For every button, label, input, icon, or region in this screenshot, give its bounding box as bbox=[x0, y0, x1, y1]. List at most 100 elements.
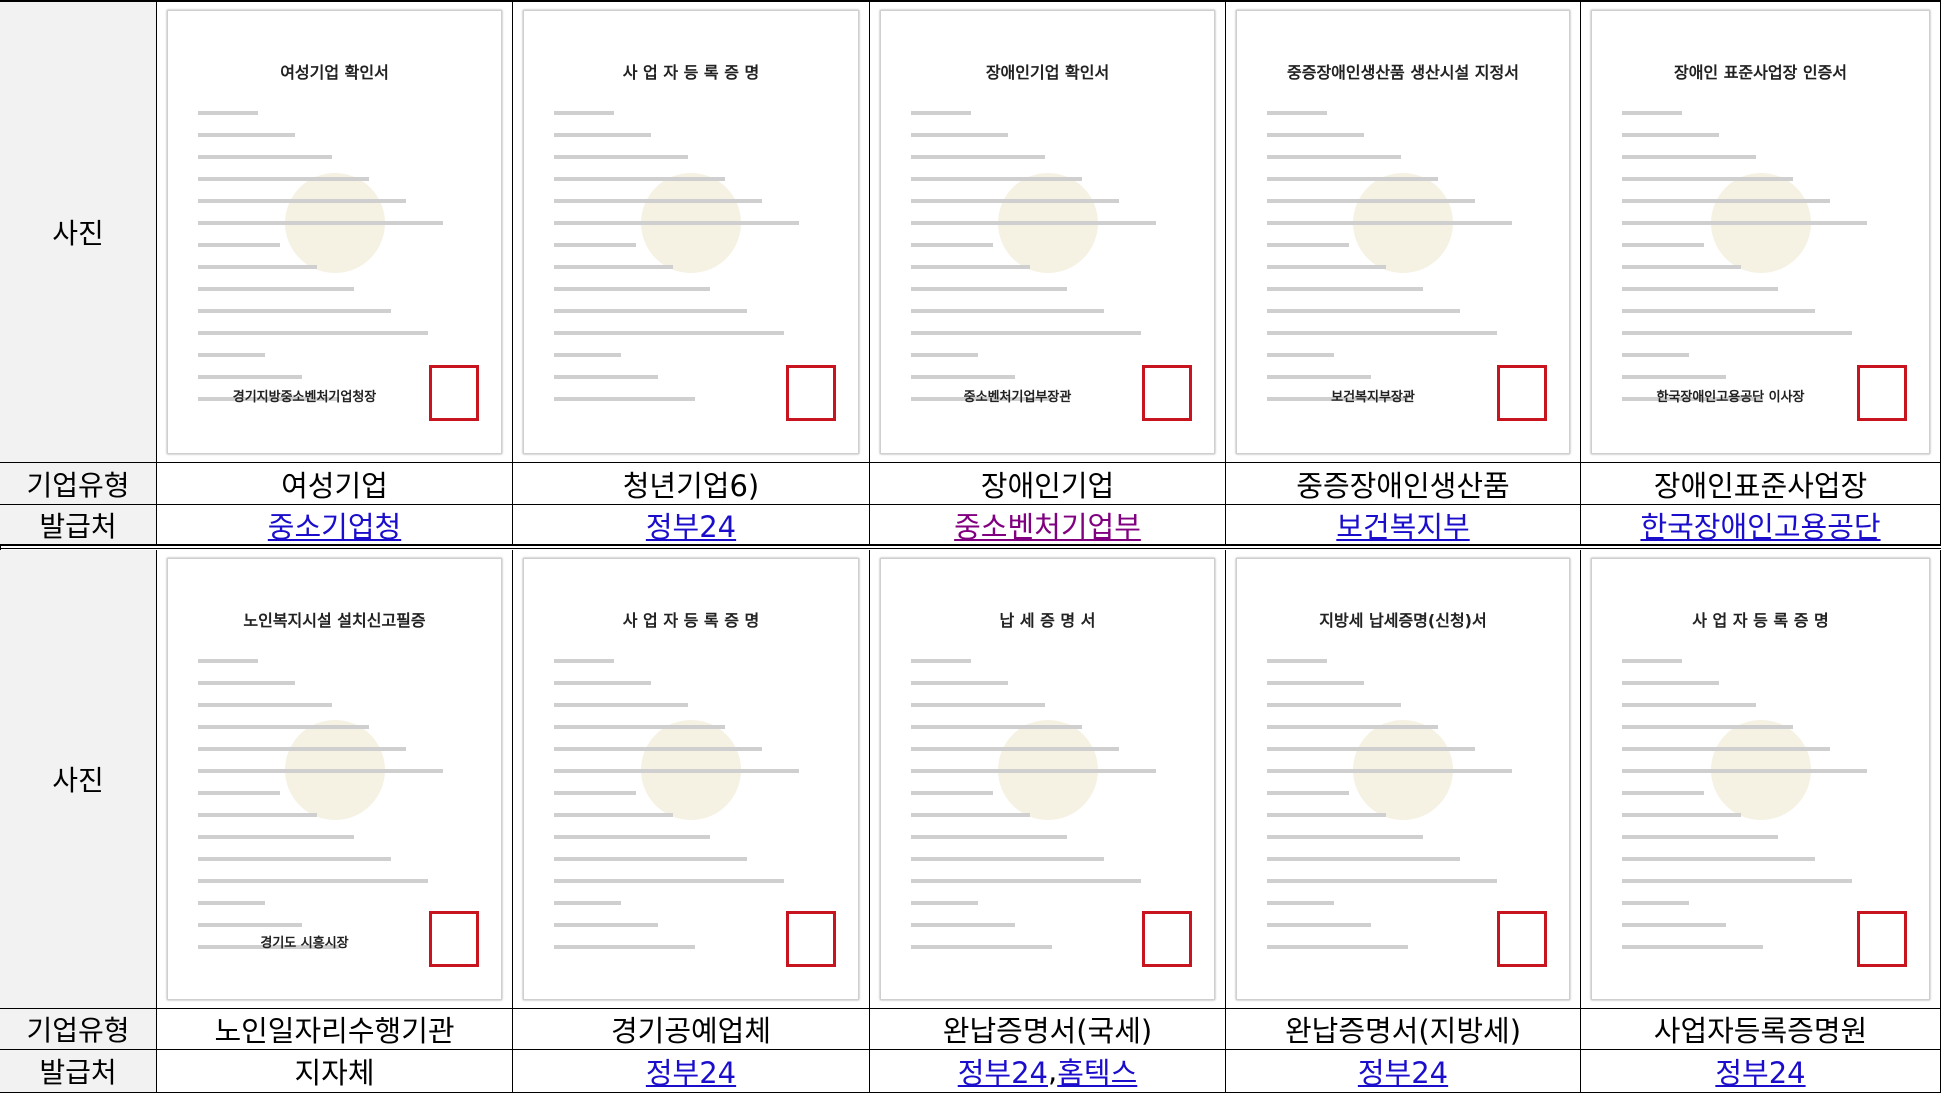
row-label: 기업유형 bbox=[0, 1009, 157, 1050]
text-line bbox=[911, 835, 1067, 839]
type-cell: 장애인기업 bbox=[870, 463, 1226, 505]
photo-cell: 노인복지시설 설치신고필증 경기도 시흥시장 bbox=[157, 550, 513, 1009]
text-line bbox=[554, 703, 688, 707]
type-cell: 중증장애인생산품 bbox=[1226, 463, 1581, 505]
text-line bbox=[911, 309, 1104, 313]
type-cell: 사업자등록증명원 bbox=[1581, 1009, 1941, 1050]
document-image: 사 업 자 등 록 증 명 bbox=[523, 558, 859, 1000]
text-line bbox=[198, 879, 428, 883]
text-line bbox=[1267, 309, 1460, 313]
issuer-link[interactable]: 중소벤처기업부 bbox=[954, 509, 1141, 544]
row-label: 사진 bbox=[0, 2, 157, 463]
text-line bbox=[1267, 155, 1401, 159]
text-line bbox=[554, 155, 688, 159]
issuer-link[interactable]: 정부24 bbox=[957, 1056, 1048, 1090]
issuer-link[interactable]: 정부24 bbox=[1715, 1056, 1806, 1090]
text-line bbox=[198, 265, 317, 269]
text-line bbox=[1622, 681, 1719, 685]
document-title: 사 업 자 등 록 증 명 bbox=[622, 63, 760, 82]
document-image: 납 세 증 명 서 bbox=[880, 558, 1215, 1000]
company-type: 노인일자리수행기관 bbox=[214, 1014, 455, 1048]
row-label: 사진 bbox=[0, 550, 157, 1009]
document-title: 장애인기업 확인서 bbox=[985, 63, 1110, 82]
text-line bbox=[1622, 177, 1793, 181]
document-title: 여성기업 확인서 bbox=[280, 63, 389, 82]
text-line bbox=[554, 375, 658, 379]
stamp bbox=[429, 365, 479, 421]
text-line bbox=[1267, 791, 1349, 795]
row-label: 발급처 bbox=[0, 505, 157, 545]
text-line bbox=[554, 879, 784, 883]
separator: , bbox=[1048, 1054, 1058, 1088]
text-line bbox=[198, 659, 258, 663]
type-cell: 청년기업6) bbox=[513, 463, 870, 505]
text-line bbox=[911, 703, 1045, 707]
text-line bbox=[911, 331, 1141, 335]
text-line bbox=[1622, 353, 1689, 357]
document-image: 사 업 자 등 록 증 명 bbox=[523, 10, 859, 454]
document-title: 사 업 자 등 록 증 명 bbox=[622, 611, 760, 630]
stamp bbox=[1497, 365, 1547, 421]
issuer-link[interactable]: 정부24 bbox=[645, 509, 737, 544]
text-line bbox=[1267, 331, 1497, 335]
text-line bbox=[554, 791, 636, 795]
stamp bbox=[786, 365, 836, 421]
text-line bbox=[1622, 813, 1741, 817]
text-line bbox=[1622, 923, 1726, 927]
company-type: 장애인기업 bbox=[980, 468, 1115, 503]
text-line bbox=[554, 681, 651, 685]
text-line bbox=[1622, 725, 1793, 729]
issuer-cell: 중소벤처기업부 bbox=[870, 505, 1226, 545]
text-line bbox=[554, 221, 799, 225]
text-line bbox=[1267, 857, 1460, 861]
text-line bbox=[911, 199, 1119, 203]
text-line bbox=[1622, 835, 1778, 839]
issuer-link[interactable]: 보건복지부 bbox=[1336, 509, 1470, 544]
issuer-link[interactable]: 한국장애인고용공단 bbox=[1640, 509, 1881, 544]
company-type: 완납증명서(지방세) bbox=[1284, 1014, 1522, 1048]
text-line bbox=[554, 353, 621, 357]
text-line bbox=[554, 901, 621, 905]
document-footer: 경기지방중소벤처기업청장 bbox=[232, 390, 377, 405]
issuer-cell: 정부24 bbox=[513, 1050, 870, 1093]
text-line bbox=[554, 243, 636, 247]
document-image: 지방세 납세증명(신청)서 bbox=[1236, 558, 1570, 1000]
text-line bbox=[198, 397, 339, 401]
company-type: 중증장애인생산품 bbox=[1296, 468, 1510, 503]
text-line bbox=[554, 177, 725, 181]
document-footer: 중소벤처기업부장관 bbox=[963, 390, 1072, 405]
company-type: 경기공예업체 bbox=[610, 1014, 772, 1048]
text-line bbox=[1622, 879, 1852, 883]
issuer-link[interactable]: 정부24 bbox=[1357, 1056, 1449, 1090]
text-line bbox=[554, 857, 747, 861]
text-line bbox=[911, 747, 1119, 751]
issuer-cell: 보건복지부 bbox=[1226, 505, 1581, 545]
text-line bbox=[198, 813, 317, 817]
text-line bbox=[911, 375, 1015, 379]
issuer-cell: 지자체 bbox=[157, 1050, 513, 1093]
issuer-link[interactable]: 중소기업청 bbox=[267, 509, 402, 544]
issuer-link[interactable]: 홈텍스 bbox=[1057, 1056, 1138, 1090]
text-line bbox=[198, 133, 295, 137]
text-line bbox=[1267, 703, 1401, 707]
text-line bbox=[1267, 353, 1334, 357]
text-line bbox=[911, 923, 1015, 927]
photo-cell: 장애인 표준사업장 인증서 한국장애인고용공단 이사장 bbox=[1581, 2, 1941, 463]
text-line bbox=[911, 725, 1082, 729]
text-line bbox=[1622, 375, 1726, 379]
issuer-link[interactable]: 정부24 bbox=[645, 1056, 737, 1090]
text-line bbox=[911, 813, 1030, 817]
text-line bbox=[554, 199, 762, 203]
text-line bbox=[911, 857, 1104, 861]
text-line bbox=[911, 791, 993, 795]
text-line bbox=[911, 353, 978, 357]
text-line bbox=[1267, 923, 1371, 927]
stamp bbox=[1142, 365, 1192, 421]
text-line bbox=[554, 835, 710, 839]
section-divider bbox=[0, 545, 1941, 549]
